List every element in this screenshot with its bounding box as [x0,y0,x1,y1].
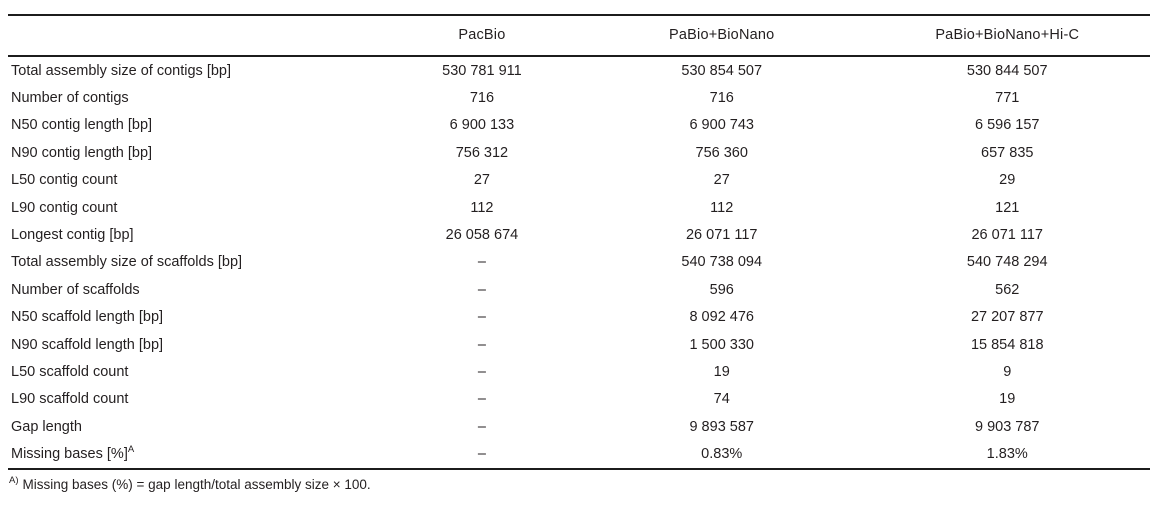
assembly-stats-table-page: PacBio PaBio+BioNano PaBio+BioNano+Hi-C … [0,14,1164,516]
footnote-marker: A) [9,475,19,487]
table-row: Total assembly size of scaffolds [bp] – … [8,249,1150,276]
row-label: L50 contig count [11,172,118,189]
row-label: N90 contig length [bp] [11,144,153,161]
row-label: N90 scaffold length [bp] [11,336,164,353]
row-label: L90 contig count [11,199,118,216]
cell-value: 0.83% [701,446,743,463]
cell-value: 19 [713,363,730,380]
cell-value: 771 [995,90,1020,107]
column-header-pabio-bionano: PaBio+BioNano [578,15,865,57]
footnote-marker-superscript: A [127,444,135,456]
cell-value: 27 207 877 [970,309,1044,326]
cell-value: 29 [999,172,1016,189]
cell-value: – [477,336,486,353]
cell-value: 530 844 507 [966,62,1048,79]
cell-value: 9 893 587 [689,418,754,435]
cell-value: 15 854 818 [970,336,1044,353]
cell-value: 6 900 743 [689,117,754,134]
cell-value: 756 312 [455,144,509,161]
cell-value: 27 [473,172,490,189]
cell-value: – [477,309,486,326]
row-label: N50 scaffold length [bp] [11,309,164,326]
cell-value: 530 854 507 [681,62,763,79]
table-row: Number of scaffolds – 596 562 [8,276,1150,303]
cell-value: – [477,446,486,463]
table-row: Gap length – 9 893 587 9 903 787 [8,413,1150,440]
row-label: Total assembly size of scaffolds [bp] [11,254,243,271]
table-row: N50 contig length [bp] 6 900 133 6 900 7… [8,112,1150,139]
table-row: Number of contigs 716 716 771 [8,84,1150,111]
row-label: L50 scaffold count [11,363,129,380]
cell-value: 1.83% [986,446,1028,463]
row-label: Number of contigs [11,90,129,107]
cell-value: – [477,418,486,435]
table-row: N90 contig length [bp] 756 312 756 360 6… [8,139,1150,166]
cell-value: 716 [469,90,495,107]
cell-value: 9 903 787 [974,418,1040,435]
assembly-statistics-table: PacBio PaBio+BioNano PaBio+BioNano+Hi-C … [8,14,1150,470]
table-row: N50 scaffold length [bp] – 8 092 476 27 … [8,304,1150,331]
cell-value: 540 738 094 [681,254,763,271]
row-label: Longest contig [bp] [11,227,134,244]
cell-value: 27 [713,172,730,189]
cell-value: 26 058 674 [445,227,519,244]
cell-value: 530 781 911 [442,62,522,79]
cell-value: 8 092 476 [689,309,754,326]
cell-value: 756 360 [695,144,748,161]
cell-value: 562 [995,281,1020,298]
cell-value: 716 [709,90,734,107]
table-row: L90 scaffold count – 74 19 [8,386,1150,413]
cell-value: 19 [999,391,1016,408]
table-row: Longest contig [bp] 26 058 674 26 071 11… [8,221,1150,248]
column-header-pabio-bionano-hic: PaBio+BioNano+Hi-C [864,15,1150,57]
cell-value: 6 596 157 [974,117,1040,134]
table-row: Missing bases [%]A – 0.83% 1.83% [8,440,1150,468]
cell-value: 74 [713,391,730,408]
table-footnote: A) Missing bases (%) = gap length/total a… [9,475,1164,492]
table-row: N90 scaffold length [bp] – 1 500 330 15 … [8,331,1150,358]
table-row: L50 contig count 27 27 29 [8,167,1150,194]
cell-value: 1 500 330 [689,336,754,353]
row-label: Gap length [11,418,82,435]
row-label: Missing bases [%]A [8,440,385,468]
cell-value: 540 748 294 [966,254,1048,271]
row-label: Total assembly size of contigs [bp] [11,62,232,79]
cell-value: 112 [710,199,734,216]
column-header-empty [8,15,385,57]
cell-value: 26 071 117 [685,227,758,244]
cell-value: – [477,363,486,380]
row-label: N50 contig length [bp] [11,117,153,134]
cell-value: – [477,254,486,271]
cell-value: – [477,281,486,298]
footnote-text: Missing bases (%) = gap length/total ass… [22,476,371,492]
header-row: PacBio PaBio+BioNano PaBio+BioNano+Hi-C [8,15,1150,57]
cell-value: 26 071 117 [971,227,1043,244]
cell-value: 657 835 [981,144,1034,161]
row-label: L90 scaffold count [11,391,129,408]
table-row: L90 contig count 112 112 121 [8,194,1150,221]
row-label: Number of scaffolds [11,281,140,298]
cell-value: 121 [995,199,1020,216]
row-label-text: Missing bases [%] [11,446,128,463]
cell-value: 6 900 133 [449,117,515,134]
cell-value: 9 [1003,363,1012,380]
cell-value: 112 [470,199,494,216]
table-row: Total assembly size of contigs [bp] 530 … [8,56,1150,84]
column-header-pacbio: PacBio [384,15,579,57]
cell-value: – [477,391,486,408]
cell-value: 596 [709,281,734,298]
table-row: L50 scaffold count – 19 9 [8,358,1150,385]
